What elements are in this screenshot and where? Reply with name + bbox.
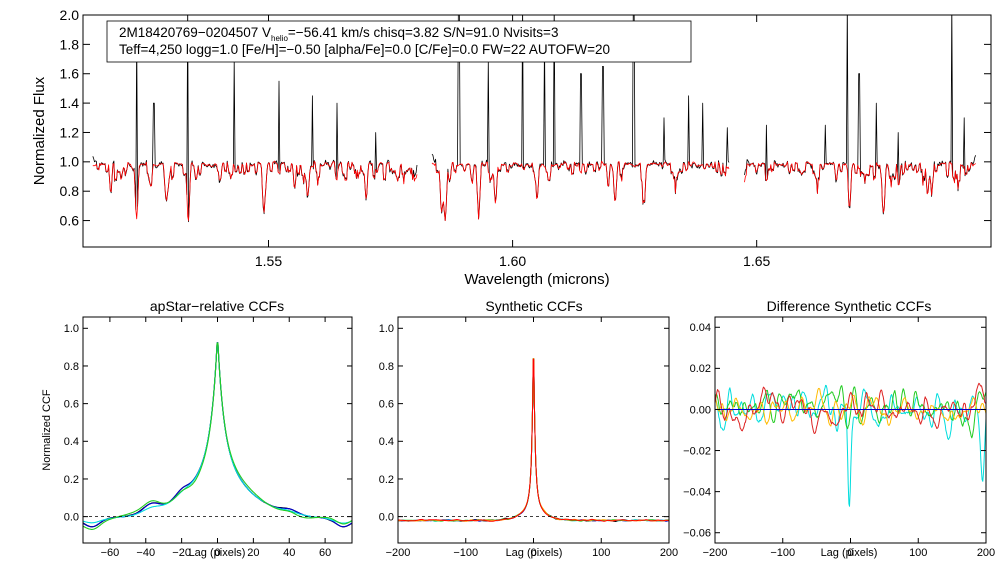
x-tick-label: 40 [283,547,295,559]
y-tick-label: 1.8 [60,36,80,52]
spectrum-chip [92,15,418,223]
difference-series-line-2 [715,385,986,439]
ccf-series-line-5 [398,358,669,522]
spectrum-annotation-line1: 2M18420769−0204507 Vhelio=−56.41 km/s ch… [119,25,558,43]
y-tick-label: 0.0 [64,511,79,523]
y-tick-label: 1.6 [60,66,80,82]
y-tick-label: 0.04 [690,322,711,334]
ccf-series-group [398,358,669,522]
ccf-series-line-4 [398,358,669,522]
y-tick-label: 0.6 [60,212,80,228]
y-tick-label: 0.0 [379,511,394,523]
model-spectrum-line [744,161,976,213]
y-tick-label: 1.0 [60,154,80,170]
x-tick-label: 1.60 [499,253,526,269]
ccf-series-line-1 [83,342,352,528]
x-tick-label: 100 [909,547,927,559]
y-tick-label: 0.8 [64,361,79,373]
x-tick-label: −100 [770,547,795,559]
y-tick-label: 1.4 [60,95,80,111]
ccf-series-group [715,382,986,507]
ccf-series-line-3 [83,342,352,524]
ccf-series-group [83,342,352,530]
spectrum-y-label: Normalized Flux [31,76,48,185]
spectrum-annotation-line2: Teff=4,250 logg=1.0 [Fe/H]=−0.50 [alpha/… [119,42,610,57]
x-tick-label: −20 [172,547,191,559]
y-tick-label: 0.6 [64,398,79,410]
synthetic-ccf-title: Synthetic CCFs [485,298,582,314]
y-tick-label: 1.2 [60,124,80,140]
x-tick-label: 200 [977,547,995,559]
x-tick-label: 0 [530,547,536,559]
difference-ccf-panel: Difference Synthetic CCFs −200 −100 0 100 20… [683,298,995,559]
difference-ccf-x-label: Lag (pixels) [821,547,878,559]
spectrum-axes: 1.55 1.60 1.65 0.6 0.8 1.0 1.2 1.4 1.6 1.8 2.0 [60,7,991,269]
y-tick-label: 0.00 [690,404,711,416]
y-tick-label: 0.4 [64,436,79,448]
difference-ccf-traces [715,382,986,507]
y-tick-label: 0.4 [379,436,394,448]
synthetic-ccf-axes: −200 −100 0 100 200 0.0 0.2 0.4 0.6 0.8 1.0 [379,317,678,559]
spectrum-panel: 1.55 1.60 1.65 0.6 0.8 1.0 1.2 1.4 1.6 1.8 2.0 2M1… [31,7,992,288]
apstar-ccf-traces [83,342,352,530]
x-tick-label: 0 [214,547,220,559]
y-tick-label: 0.8 [379,361,394,373]
y-tick-label: −0.02 [683,445,711,457]
apstar-ccf-axes: −60 −40 −20 0 20 40 60 0.0 0.2 0.4 0.6 0.8 1.0 [64,317,352,559]
x-tick-label: 60 [319,547,331,559]
apstar-ccf-panel: apStar−relative CCFs −60 −40 −20 0 20 40 60 0.0… [41,298,353,559]
spectrum-chip [744,15,976,215]
x-tick-label: −40 [136,547,155,559]
x-tick-label: 1.55 [255,253,282,269]
y-tick-label: 2.0 [60,7,80,23]
spectrum-frame [82,14,992,248]
y-tick-label: 0.2 [379,474,394,486]
y-tick-label: 0.2 [64,474,79,486]
model-spectrum-line [431,160,730,222]
apstar-ccf-title: apStar−relative CCFs [150,298,284,314]
ccf-series-line-2 [398,358,669,522]
difference-series-line-4 [715,382,986,434]
x-tick-label: −100 [453,547,478,559]
spectrum-x-label: Wavelength (microns) [464,271,609,288]
x-tick-label: 20 [247,547,259,559]
synthetic-ccf-panel: Synthetic CCFs −200 −100 0 100 200 0.0 0.2 0.4 0… [379,298,678,559]
y-tick-label: 0.02 [690,363,711,375]
x-tick-label: 0 [847,547,853,559]
synthetic-ccf-frame [397,316,670,544]
ccf-series-line-6 [398,358,669,522]
difference-ccf-axes: −200 −100 0 100 200 −0.06 −0.04 −0.02 0.00 0.02 0.… [683,317,995,559]
synthetic-ccf-traces [398,358,669,522]
ccf-series-line-2 [83,342,352,528]
x-tick-label: −200 [386,547,411,559]
y-tick-label: 0.8 [60,183,80,199]
x-tick-label: −200 [703,547,728,559]
x-tick-label: 1.65 [743,253,770,269]
ccf-series-line-1 [398,358,669,522]
apstar-ccf-x-label: Lag (pixels) [189,547,246,559]
model-spectrum-line [92,160,418,222]
spectrum-traces [92,15,976,223]
difference-ccf-title: Difference Synthetic CCFs [767,298,932,314]
y-tick-label: 1.0 [64,323,79,335]
x-tick-label: 100 [592,547,610,559]
spectrum-annotation-box [106,20,692,63]
apstar-ccf-y-label: Normalized CCF [41,389,53,471]
x-tick-label: −60 [101,547,120,559]
apstar-ccf-frame [82,316,353,544]
ccf-series-line-3 [398,358,669,522]
observed-spectrum-line [744,15,976,215]
x-tick-label: 200 [660,547,678,559]
ccf-series-line-4 [83,342,352,530]
y-tick-label: 0.6 [379,398,394,410]
y-tick-label: −0.04 [683,486,711,498]
y-tick-label: 1.0 [379,323,394,335]
difference-series-line-1 [715,384,986,507]
spectrum-chip [431,15,730,222]
y-tick-label: −0.06 [683,528,711,540]
synthetic-ccf-x-label: Lag (pixels) [506,547,563,559]
